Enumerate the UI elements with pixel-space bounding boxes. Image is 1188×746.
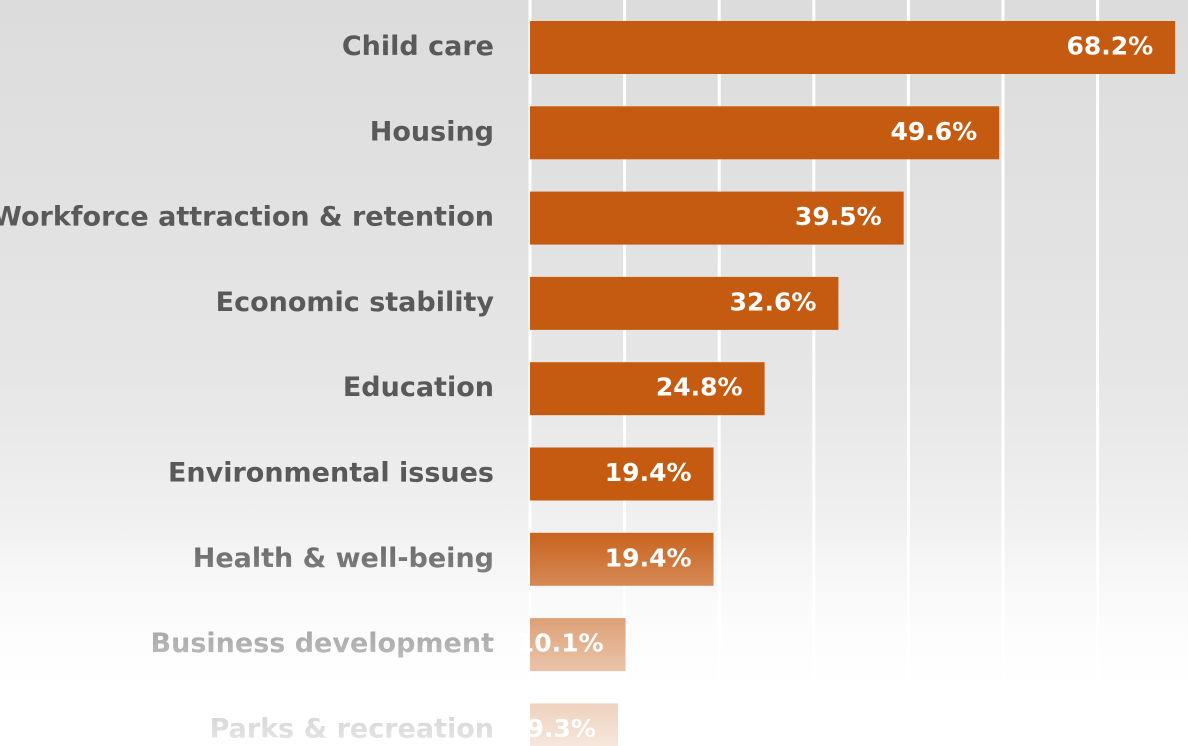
category-label: Child care: [342, 31, 494, 62]
category-label: Workforce attraction & retention: [0, 202, 494, 233]
category-label: Environmental issues: [168, 458, 494, 489]
value-label: 32.6%: [730, 287, 817, 316]
category-label: Business development: [151, 628, 495, 659]
category-label: Housing: [370, 116, 494, 147]
category-label: Education: [343, 372, 494, 403]
category-label: Health & well-being: [193, 543, 494, 574]
category-label: Parks & recreation: [210, 713, 494, 744]
value-label: 39.5%: [795, 202, 882, 231]
category-label: Economic stability: [216, 287, 495, 318]
bars: [530, 21, 1176, 746]
value-label: 19.4%: [605, 543, 692, 572]
category-labels: Child care Housing Workforce attraction & …: [0, 31, 494, 744]
value-label: 10.1%: [517, 629, 604, 658]
value-label: 49.6%: [890, 117, 977, 146]
value-label: 68.2%: [1066, 32, 1153, 61]
value-label: 9.3%: [527, 714, 596, 743]
value-label: 24.8%: [656, 373, 743, 402]
value-label: 19.4%: [605, 458, 692, 487]
